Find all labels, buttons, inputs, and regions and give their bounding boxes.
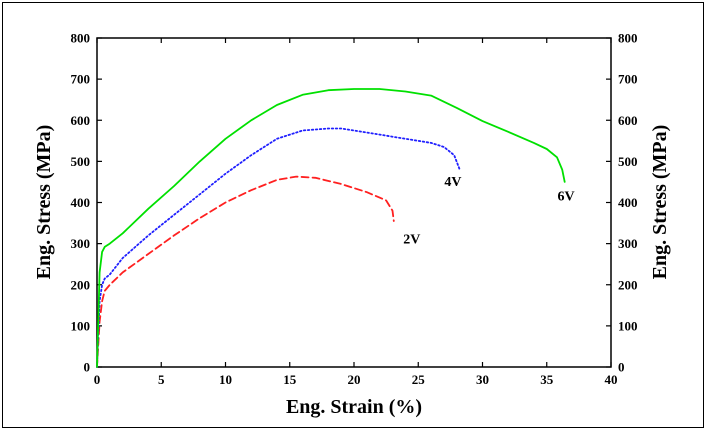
y-tick-label-left: 0 — [84, 360, 91, 375]
y-tick-label-right: 500 — [618, 154, 638, 169]
series-line-2v — [96, 175, 395, 368]
series-line-4v — [96, 127, 461, 368]
y-tick-label-right: 100 — [618, 318, 638, 333]
series-label-6v: 6V — [557, 189, 574, 204]
series-line-6v — [96, 88, 566, 368]
y-tick-label-left: 200 — [71, 277, 91, 292]
x-tick-label: 30 — [476, 372, 489, 387]
y-tick-label-left: 300 — [71, 236, 91, 251]
x-tick-label: 40 — [605, 372, 618, 387]
y-tick-label-left: 500 — [71, 154, 91, 169]
y-tick-label-right: 800 — [618, 31, 638, 46]
x-tick-label: 0 — [94, 372, 101, 387]
y-tick-label-right: 300 — [618, 236, 638, 251]
y-tick-label-right: 700 — [618, 72, 638, 87]
y-tick-label-right: 200 — [618, 277, 638, 292]
annotations-group: 2V 4V 6V — [403, 175, 574, 248]
x-tick-label: 35 — [540, 372, 554, 387]
y-tick-label-right: 400 — [618, 195, 638, 210]
series-label-4v: 4V — [444, 175, 461, 190]
y-tick-label-left: 100 — [71, 318, 91, 333]
y-tick-label-left: 600 — [71, 113, 91, 128]
x-axis-title: Eng. Strain (%) — [286, 396, 422, 418]
y-axis-title-right: Eng. Stress (MPa) — [649, 125, 671, 280]
y-tick-label-left: 800 — [71, 31, 91, 46]
y-tick-label-left: 700 — [71, 72, 91, 87]
y-tick-label-right: 600 — [618, 113, 638, 128]
plot-area-border — [96, 37, 612, 368]
series-label-2v: 2V — [403, 233, 420, 248]
x-tick-label: 25 — [412, 372, 426, 387]
y-tick-label-right: 0 — [618, 360, 625, 375]
x-tick-label: 15 — [283, 372, 297, 387]
x-tick-label: 5 — [158, 372, 165, 387]
y-axis-title-left: Eng. Stress (MPa) — [33, 125, 55, 280]
x-tick-label: 20 — [348, 372, 361, 387]
series-group — [96, 88, 566, 368]
x-tick-label: 10 — [219, 372, 232, 387]
y-tick-label-left: 400 — [71, 195, 91, 210]
